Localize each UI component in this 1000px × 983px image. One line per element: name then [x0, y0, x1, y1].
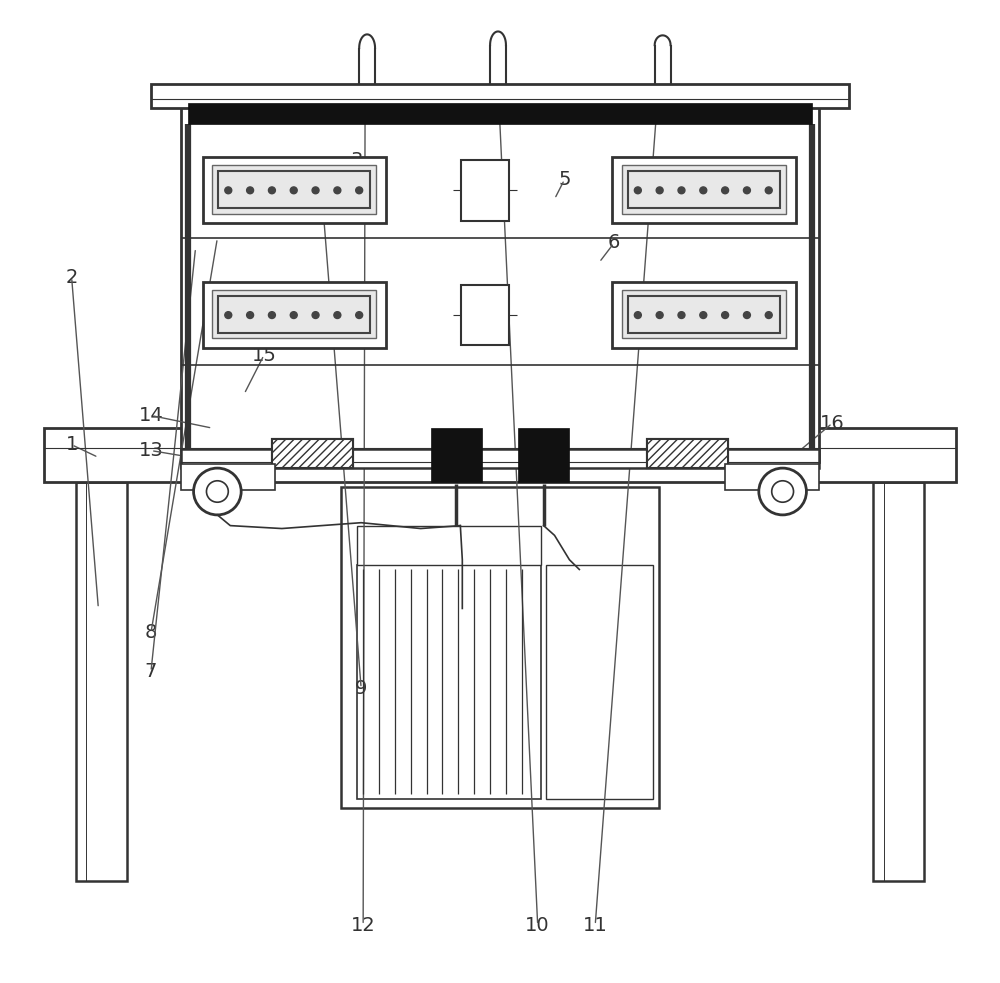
Bar	[612, 157, 796, 223]
Bar	[725, 464, 819, 490]
Bar	[188, 102, 812, 124]
Bar	[647, 438, 728, 468]
Text: 6: 6	[608, 233, 620, 253]
Bar	[212, 165, 376, 213]
Bar	[873, 482, 924, 882]
Text: 3: 3	[350, 150, 362, 170]
Bar	[76, 482, 127, 882]
Bar	[628, 171, 780, 207]
Circle shape	[290, 187, 297, 194]
Circle shape	[678, 187, 685, 194]
Circle shape	[656, 187, 663, 194]
Bar	[622, 165, 786, 213]
Bar	[44, 429, 956, 482]
Circle shape	[743, 187, 750, 194]
Text: 4: 4	[583, 97, 595, 116]
Bar	[181, 464, 275, 490]
Bar	[546, 564, 653, 798]
Text: 10: 10	[525, 916, 550, 935]
Circle shape	[743, 312, 750, 318]
Circle shape	[765, 312, 772, 318]
Bar	[272, 438, 353, 468]
Circle shape	[722, 312, 729, 318]
Text: 13: 13	[139, 441, 163, 460]
Text: 1: 1	[65, 435, 78, 454]
Circle shape	[722, 187, 729, 194]
Circle shape	[700, 312, 707, 318]
Bar	[151, 85, 849, 108]
Circle shape	[678, 312, 685, 318]
Circle shape	[356, 187, 363, 194]
Circle shape	[772, 481, 794, 502]
Bar	[357, 526, 541, 564]
Bar	[181, 96, 819, 462]
Text: 14: 14	[139, 406, 163, 425]
Circle shape	[765, 187, 772, 194]
Text: 16: 16	[820, 414, 845, 433]
Text: 2: 2	[65, 267, 78, 287]
Circle shape	[225, 312, 232, 318]
Bar	[181, 448, 819, 468]
Bar	[212, 290, 376, 338]
Circle shape	[247, 187, 254, 194]
Bar	[461, 160, 509, 220]
Circle shape	[634, 312, 641, 318]
Circle shape	[268, 187, 275, 194]
Bar	[622, 290, 786, 338]
Circle shape	[225, 187, 232, 194]
Bar	[612, 282, 796, 348]
Text: 5: 5	[558, 170, 571, 189]
Circle shape	[356, 312, 363, 318]
Bar	[357, 564, 541, 798]
Bar	[431, 429, 482, 482]
Bar	[203, 282, 386, 348]
Text: 15: 15	[252, 346, 276, 365]
Bar	[628, 296, 780, 332]
Bar	[518, 429, 569, 482]
Circle shape	[656, 312, 663, 318]
Circle shape	[700, 187, 707, 194]
Circle shape	[194, 468, 241, 515]
Circle shape	[268, 312, 275, 318]
Circle shape	[312, 312, 319, 318]
Circle shape	[206, 481, 228, 502]
Text: 8: 8	[145, 623, 157, 642]
Circle shape	[290, 312, 297, 318]
Bar	[341, 487, 659, 808]
Text: 7: 7	[145, 663, 157, 681]
Bar	[461, 285, 509, 345]
Bar	[218, 296, 370, 332]
Text: 11: 11	[583, 916, 608, 935]
Circle shape	[759, 468, 806, 515]
Text: 9: 9	[355, 679, 367, 698]
Text: 17: 17	[775, 472, 800, 492]
Bar	[272, 438, 353, 468]
Text: 12: 12	[351, 916, 376, 935]
Circle shape	[334, 187, 341, 194]
Circle shape	[312, 187, 319, 194]
Bar	[218, 171, 370, 207]
Circle shape	[334, 312, 341, 318]
Circle shape	[247, 312, 254, 318]
Bar	[203, 157, 386, 223]
Bar	[647, 438, 728, 468]
Circle shape	[634, 187, 641, 194]
